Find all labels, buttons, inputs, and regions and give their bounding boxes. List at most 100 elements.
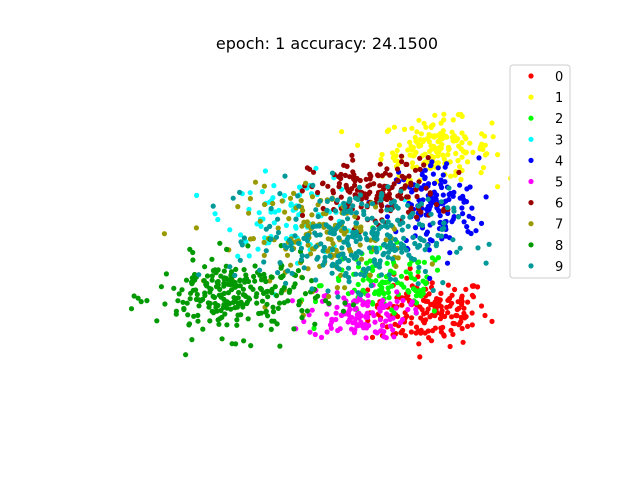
point-class-6 bbox=[363, 195, 369, 201]
point-class-5 bbox=[346, 303, 353, 309]
point-class-9 bbox=[320, 262, 326, 268]
point-class-1 bbox=[455, 158, 461, 164]
point-class-5 bbox=[372, 329, 378, 335]
point-class-1 bbox=[437, 131, 443, 137]
point-class-8 bbox=[281, 300, 287, 306]
point-class-1 bbox=[448, 173, 454, 179]
point-class-8 bbox=[257, 285, 263, 291]
point-class-8 bbox=[239, 302, 246, 308]
point-class-0 bbox=[430, 328, 436, 334]
point-class-4 bbox=[440, 172, 446, 178]
point-class-9 bbox=[268, 205, 274, 212]
point-class-4 bbox=[444, 161, 450, 167]
point-class-9 bbox=[382, 223, 388, 229]
point-class-8 bbox=[252, 278, 258, 284]
point-class-9 bbox=[313, 207, 319, 213]
point-class-8 bbox=[350, 302, 356, 308]
point-class-2 bbox=[355, 264, 362, 270]
point-class-1 bbox=[423, 124, 429, 130]
point-class-0 bbox=[449, 292, 455, 298]
point-class-1 bbox=[446, 146, 452, 152]
point-class-1 bbox=[441, 117, 447, 123]
point-class-9 bbox=[210, 203, 216, 209]
point-class-9 bbox=[399, 249, 405, 255]
point-class-8 bbox=[158, 284, 164, 290]
point-class-6 bbox=[404, 161, 410, 167]
point-class-0 bbox=[408, 320, 414, 326]
point-class-9 bbox=[457, 245, 463, 251]
point-class-9 bbox=[353, 210, 359, 216]
point-class-2 bbox=[413, 300, 420, 306]
point-class-8 bbox=[163, 271, 169, 277]
point-class-4 bbox=[439, 184, 445, 191]
point-class-9 bbox=[377, 258, 383, 264]
point-class-9 bbox=[359, 201, 365, 207]
point-class-8 bbox=[278, 274, 284, 281]
point-class-5 bbox=[365, 299, 371, 305]
point-class-0 bbox=[429, 280, 435, 286]
point-class-3 bbox=[247, 190, 253, 196]
point-class-4 bbox=[432, 196, 438, 202]
series-9 bbox=[196, 170, 492, 300]
point-class-9 bbox=[384, 244, 390, 250]
point-class-8 bbox=[299, 308, 305, 314]
point-class-1 bbox=[421, 120, 427, 126]
point-class-9 bbox=[454, 249, 460, 255]
point-class-9 bbox=[385, 254, 391, 260]
point-class-8 bbox=[287, 287, 293, 293]
point-class-0 bbox=[459, 325, 465, 332]
point-class-1 bbox=[462, 150, 469, 156]
point-class-0 bbox=[399, 330, 405, 336]
point-class-5 bbox=[390, 327, 396, 333]
point-class-9 bbox=[227, 264, 233, 270]
point-class-9 bbox=[232, 272, 238, 278]
point-class-7 bbox=[393, 263, 399, 269]
point-class-8 bbox=[237, 283, 243, 289]
point-class-1 bbox=[413, 138, 419, 144]
point-class-0 bbox=[416, 341, 422, 347]
point-class-9 bbox=[397, 221, 403, 227]
point-class-8 bbox=[291, 284, 297, 290]
point-class-6 bbox=[349, 152, 355, 158]
point-class-6 bbox=[440, 208, 447, 214]
point-class-8 bbox=[222, 311, 228, 317]
legend-label-6: 6 bbox=[555, 197, 563, 212]
point-class-9 bbox=[326, 224, 332, 230]
point-class-9 bbox=[483, 260, 489, 266]
point-class-7 bbox=[279, 198, 285, 204]
point-class-9 bbox=[292, 233, 298, 239]
point-class-8 bbox=[184, 300, 190, 306]
point-class-6 bbox=[338, 171, 344, 177]
point-class-7 bbox=[367, 272, 373, 278]
point-class-0 bbox=[437, 316, 444, 322]
point-class-0 bbox=[489, 318, 495, 324]
legend: 0 1 2 3 4 5 6 7 8 9 bbox=[509, 64, 571, 279]
point-class-1 bbox=[458, 176, 464, 183]
point-class-4 bbox=[469, 205, 475, 211]
point-class-8 bbox=[265, 288, 271, 294]
point-class-9 bbox=[286, 237, 292, 243]
point-class-0 bbox=[469, 292, 475, 298]
point-class-9 bbox=[335, 223, 341, 230]
point-class-1 bbox=[432, 112, 438, 118]
point-class-7 bbox=[309, 212, 315, 218]
point-class-5 bbox=[329, 319, 335, 325]
point-class-7 bbox=[305, 223, 311, 229]
point-class-9 bbox=[373, 220, 379, 226]
point-class-3 bbox=[288, 202, 294, 208]
point-class-8 bbox=[259, 298, 266, 304]
point-class-0 bbox=[482, 312, 488, 319]
point-class-9 bbox=[419, 222, 426, 228]
point-class-9 bbox=[336, 266, 342, 272]
point-class-9 bbox=[441, 220, 447, 226]
point-class-7 bbox=[246, 210, 252, 216]
point-class-8 bbox=[342, 300, 348, 306]
point-class-9 bbox=[379, 193, 385, 199]
point-class-5 bbox=[365, 292, 371, 299]
point-class-9 bbox=[275, 270, 281, 276]
point-class-9 bbox=[418, 236, 424, 243]
point-class-8 bbox=[200, 296, 206, 302]
point-class-2 bbox=[432, 257, 438, 263]
point-class-9 bbox=[371, 257, 377, 263]
point-class-1 bbox=[409, 125, 415, 131]
